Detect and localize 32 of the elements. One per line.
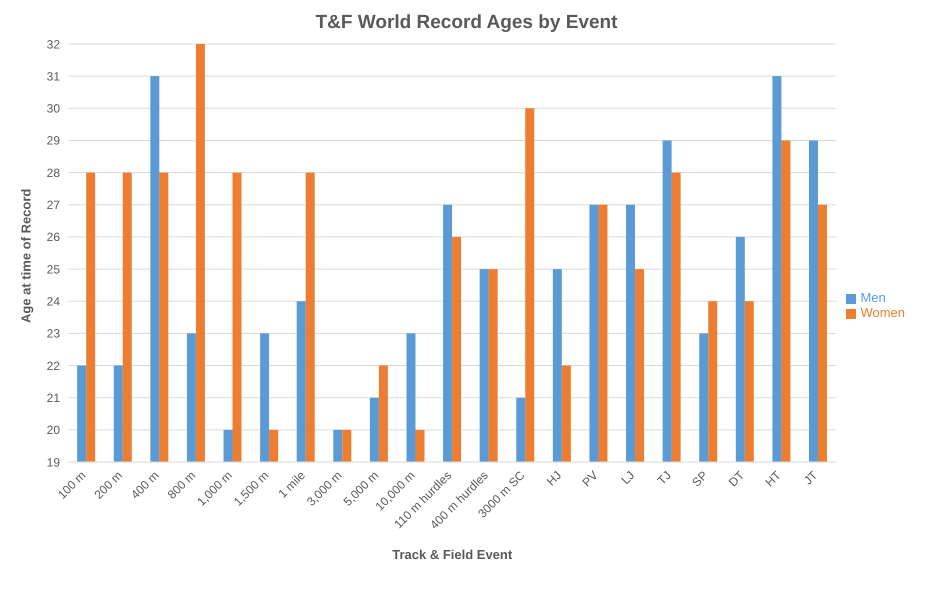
x-tick-label: 400 m bbox=[128, 468, 162, 502]
y-tick-label: 27 bbox=[46, 198, 60, 212]
y-tick-label: 32 bbox=[46, 37, 60, 52]
x-tick-label: 100 m bbox=[54, 468, 88, 502]
legend-label: Women bbox=[860, 305, 905, 320]
y-axis-title: Age at time of Record bbox=[18, 188, 34, 323]
legend-label: Men bbox=[860, 290, 886, 305]
x-tick-label: TJ bbox=[654, 468, 674, 488]
x-tick-label: DT bbox=[726, 468, 748, 490]
y-tick-label: 19 bbox=[46, 455, 60, 470]
x-tick-label: 800 m bbox=[164, 468, 198, 502]
x-axis-title: Track & Field Event bbox=[392, 547, 513, 562]
x-tick-label: 1 mile bbox=[275, 468, 308, 501]
y-tick-label: 23 bbox=[46, 326, 60, 341]
y-tick-label: 22 bbox=[46, 358, 60, 373]
x-tick-label: HT bbox=[762, 468, 784, 490]
x-tick-label: LJ bbox=[618, 468, 638, 488]
x-tick-label: SP bbox=[689, 468, 710, 490]
x-tick-label: JT bbox=[800, 468, 821, 488]
y-tick-label: 20 bbox=[46, 423, 60, 438]
y-tick-label: 29 bbox=[46, 134, 60, 148]
x-tick-label: HJ bbox=[544, 468, 564, 488]
y-tick-label: 21 bbox=[46, 390, 60, 405]
y-tick-label: 31 bbox=[46, 69, 60, 84]
x-tick-label: 200 m bbox=[92, 468, 126, 502]
y-tick-label: 26 bbox=[46, 230, 60, 244]
chart-title: T&F World Record Ages by Event bbox=[316, 12, 618, 33]
x-tick-label: PV bbox=[579, 468, 601, 490]
y-tick-label: 25 bbox=[46, 262, 60, 276]
y-tick-label: 24 bbox=[46, 294, 60, 308]
y-tick-label: 30 bbox=[46, 102, 60, 116]
y-tick-label: 28 bbox=[46, 166, 60, 180]
